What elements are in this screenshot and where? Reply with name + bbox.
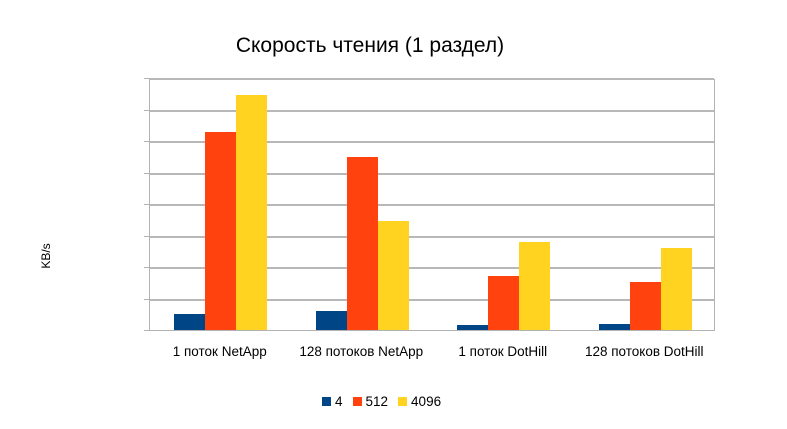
y-tick-mark [144, 298, 150, 300]
bar-512 [629, 282, 661, 330]
gridline [150, 204, 714, 206]
legend-label: 4 [335, 394, 343, 409]
gridline [150, 298, 714, 301]
gridline [150, 109, 714, 112]
bar-4096 [377, 221, 409, 330]
bar-4096 [236, 95, 268, 330]
legend-label: 512 [365, 394, 389, 409]
bar-4096 [660, 248, 692, 330]
y-tick-mark [144, 204, 150, 205]
y-tick-mark [144, 78, 150, 79]
y-tick-mark [144, 330, 150, 331]
bar-4 [174, 314, 206, 330]
legend: 4 512 4096 [322, 394, 451, 409]
x-tick-label: 128 потоков NetApp [299, 344, 424, 359]
plot-area [144, 78, 715, 331]
y-tick-mark [144, 109, 150, 111]
gridline [150, 267, 714, 269]
gridline [150, 78, 714, 80]
x-tick-label: 1 поток DotHill [458, 344, 548, 359]
bar-4096 [519, 241, 551, 330]
bar-512 [346, 156, 378, 330]
chart-title: Скорость чтения (1 раздел) [235, 34, 505, 57]
gridline [150, 172, 714, 175]
bar-4 [457, 324, 489, 330]
y-tick-mark [144, 172, 150, 174]
y-tick-mark [144, 235, 150, 237]
bar-4 [598, 324, 630, 330]
x-tick-label: 1 поток NetApp [172, 344, 267, 359]
y-tick-mark [144, 141, 150, 142]
x-tick-label: 128 потоков DotHill [584, 344, 704, 359]
bar-512 [205, 131, 237, 330]
legend-item: 4 [322, 394, 343, 409]
legend-label: 4096 [411, 394, 442, 409]
gridline [150, 235, 714, 238]
legend-swatch-icon [398, 397, 408, 406]
legend-swatch-icon [352, 397, 362, 406]
y-tick-mark [144, 267, 150, 268]
legend-item: 4096 [398, 394, 441, 409]
legend-item: 512 [352, 394, 389, 409]
gridline [150, 141, 714, 143]
legend-swatch-icon [322, 397, 331, 406]
bar-4 [315, 311, 347, 330]
bar-512 [488, 276, 520, 330]
y-axis-label: KB/s [39, 243, 53, 269]
